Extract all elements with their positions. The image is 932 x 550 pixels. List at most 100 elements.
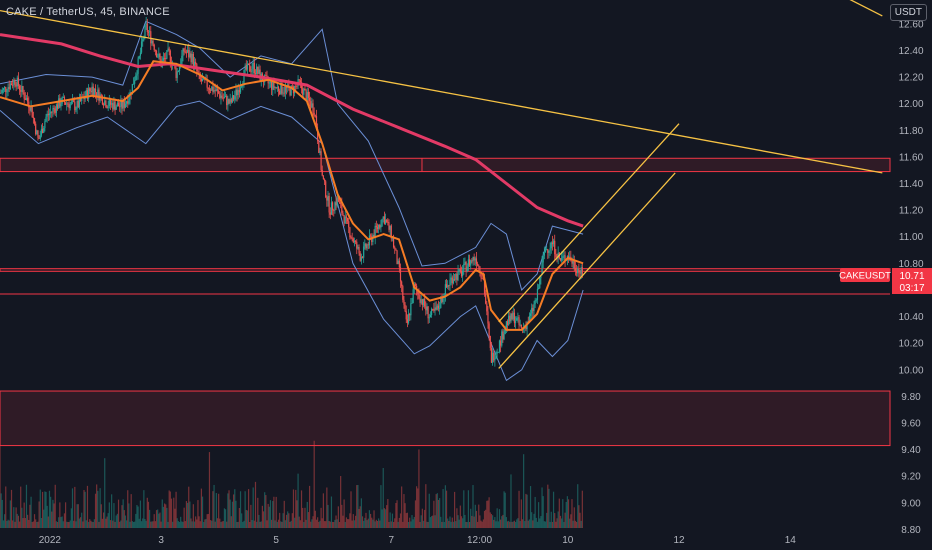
volume-bar xyxy=(216,518,219,528)
volume-bar xyxy=(472,485,474,528)
candle-body xyxy=(363,246,365,258)
candle-body xyxy=(195,61,197,65)
candle-body xyxy=(516,318,518,321)
candle-body xyxy=(219,93,221,99)
volume-bar xyxy=(268,506,270,528)
volume-bar xyxy=(394,518,396,528)
candle-body xyxy=(426,306,428,311)
volume-bar xyxy=(463,490,465,528)
candle-body xyxy=(386,219,388,223)
candle-body xyxy=(220,95,222,99)
y-axis[interactable]: 12.60 12.40 12.20 12.00 11.80 11.60 11.40 11.20… xyxy=(898,19,923,535)
volume-bar xyxy=(417,488,419,528)
candle-body xyxy=(475,258,478,264)
candle-body xyxy=(564,255,566,261)
volume-bar xyxy=(374,521,376,528)
volume-bar xyxy=(100,504,102,528)
candle-body xyxy=(246,63,249,70)
volume-bar xyxy=(264,492,266,528)
candle-body xyxy=(493,352,495,361)
volume-bar xyxy=(405,513,407,528)
candle-body xyxy=(100,94,102,97)
volume-bar xyxy=(313,440,315,528)
candle-body xyxy=(107,106,109,108)
volume-bar xyxy=(198,516,200,528)
volume-bar xyxy=(244,491,246,528)
volume-bar xyxy=(152,521,154,528)
volume-bar xyxy=(189,501,191,528)
candle-body xyxy=(215,89,217,92)
candle-body xyxy=(531,307,533,314)
candle-body xyxy=(349,227,351,238)
candle-body xyxy=(392,237,395,248)
candle-body xyxy=(572,260,574,264)
volume-bar xyxy=(96,484,98,528)
volume-bar xyxy=(567,499,570,528)
candle-body xyxy=(518,317,520,325)
candle-body xyxy=(121,100,123,109)
candle-body xyxy=(281,82,283,94)
volume-bar xyxy=(340,476,342,528)
candle-body xyxy=(157,56,159,58)
candle-body xyxy=(490,347,493,363)
volume-bar xyxy=(305,519,307,528)
candle-body xyxy=(208,88,211,90)
volume-bar xyxy=(137,506,139,528)
volume-bar xyxy=(563,521,565,528)
volume-bar xyxy=(274,520,276,528)
candle-body xyxy=(59,98,61,107)
candle-body xyxy=(479,266,481,274)
candle-body xyxy=(7,87,9,92)
volume-bar xyxy=(33,514,36,528)
candle-body xyxy=(464,262,466,264)
candle-body xyxy=(559,258,562,261)
candle-body xyxy=(188,49,190,58)
last-price-tag-bg xyxy=(892,268,932,294)
trendlines-layer xyxy=(0,0,883,369)
volume-bar xyxy=(333,522,335,528)
candle-body xyxy=(543,252,545,256)
candle-body xyxy=(296,85,298,87)
candle-body xyxy=(318,141,320,153)
candle-body xyxy=(498,340,501,352)
candle-body xyxy=(350,237,352,238)
volume-bar xyxy=(249,521,251,528)
volume-bar xyxy=(449,516,451,528)
volume-bar xyxy=(312,516,314,528)
volume-bar xyxy=(441,521,443,528)
candle-body xyxy=(494,358,496,361)
candle-body xyxy=(448,285,450,287)
x-axis[interactable]: 2022 3 5 7 12:00 10 12 14 xyxy=(39,535,797,546)
candle-body xyxy=(226,95,228,106)
volume-bar xyxy=(108,502,110,528)
volume-bar xyxy=(508,520,510,528)
candle-body xyxy=(519,324,521,326)
candle-body xyxy=(37,130,39,138)
volume-bar xyxy=(140,521,143,528)
candle-body xyxy=(456,273,458,281)
volume-bar xyxy=(378,518,380,528)
volume-bar xyxy=(468,521,471,528)
volume-bar xyxy=(427,521,429,528)
volume-bar xyxy=(273,496,275,528)
volume-bar xyxy=(206,514,208,528)
volume-bar xyxy=(75,521,77,528)
volume-bar xyxy=(176,518,178,528)
candle-body xyxy=(5,87,7,92)
symbol-title[interactable]: CAKE / TetherUS, 45, BINANCE xyxy=(6,6,170,18)
candle-body xyxy=(327,195,329,201)
volume-bar xyxy=(344,521,346,528)
candle-body xyxy=(239,87,242,93)
volume-bar xyxy=(373,510,375,528)
candle-body xyxy=(505,321,507,329)
candle-body xyxy=(69,103,71,109)
currency-unit-badge[interactable]: USDT xyxy=(889,4,927,21)
candle-body xyxy=(234,96,236,100)
volume-bar xyxy=(74,486,76,528)
candle-body xyxy=(404,304,406,312)
volume-bar xyxy=(70,508,72,528)
candle-body xyxy=(466,266,468,272)
volume-bar xyxy=(158,513,160,528)
candle-body xyxy=(51,111,53,113)
